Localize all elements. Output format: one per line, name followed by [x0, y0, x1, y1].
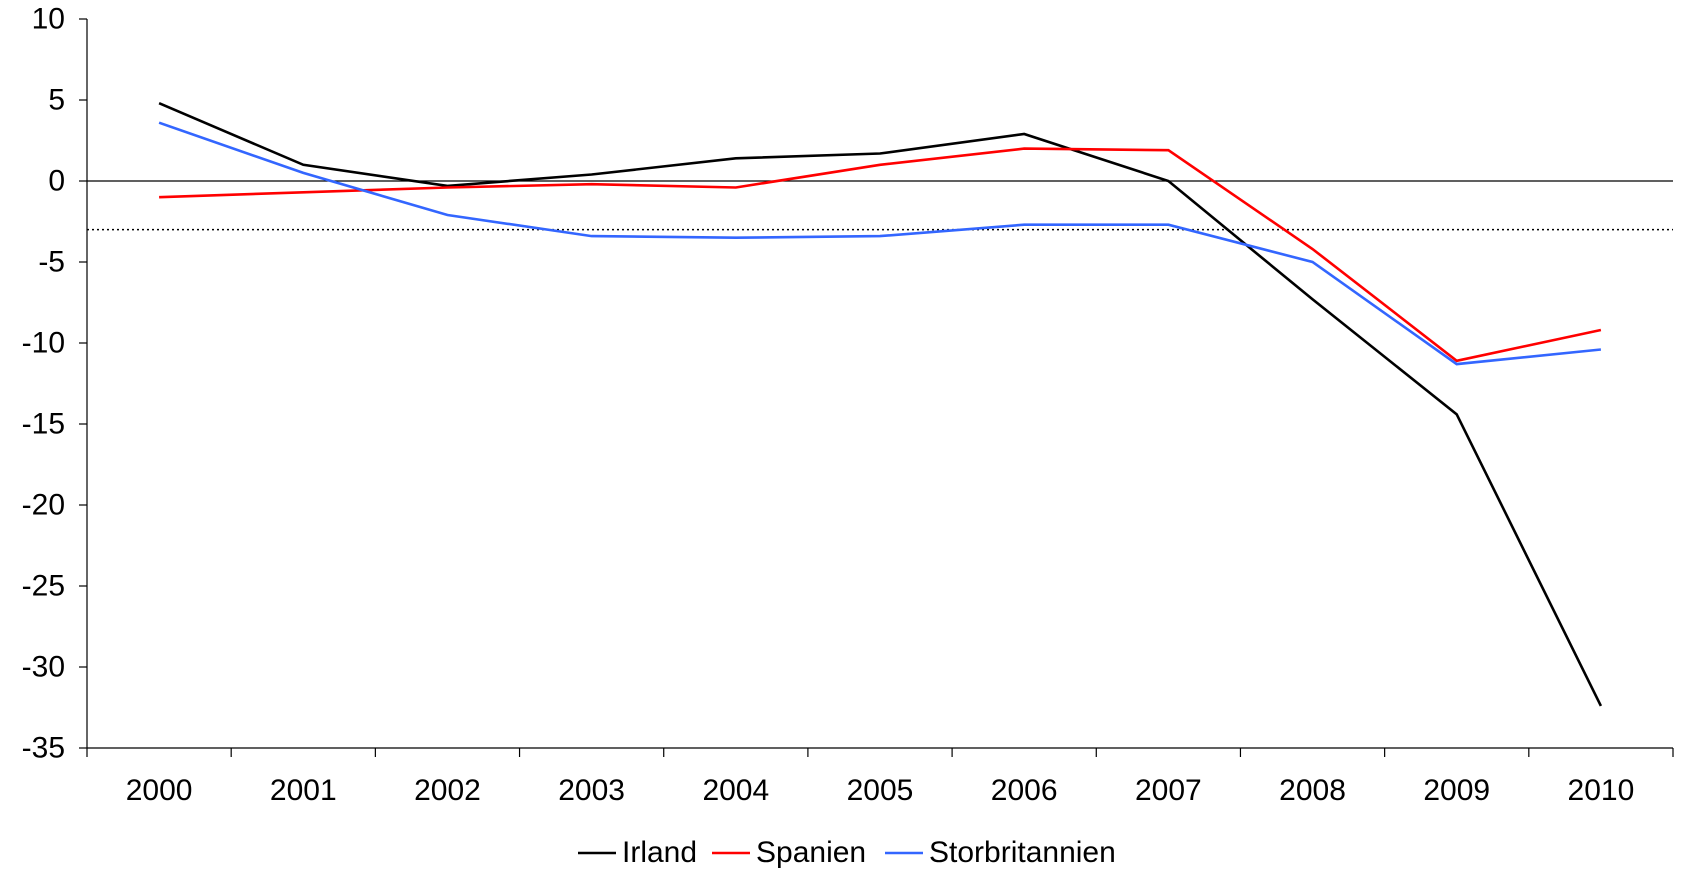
x-tick-label: 2007 [1135, 774, 1202, 807]
y-tick-label: -25 [22, 570, 65, 603]
series-line-irland [158, 102, 1603, 707]
axes [79, 18, 1674, 757]
x-tick-label: 2003 [558, 774, 625, 807]
y-tick-label: -20 [22, 489, 65, 522]
y-tick-label: -35 [22, 732, 65, 765]
y-tick-label: 10 [32, 3, 65, 36]
legend-label-spanien: Spanien [756, 836, 866, 869]
series-layer [158, 102, 1603, 707]
legend-label-storbritannien: Storbritannien [929, 836, 1116, 869]
y-tick-labels: 10 5 0 -5 -10 -15 -20 -25 -30 -35 [22, 3, 65, 765]
y-tick-label: 5 [48, 84, 65, 117]
x-tick-label: 2002 [414, 774, 481, 807]
y-tick-label: -30 [22, 651, 65, 684]
x-tick-label: 2001 [270, 774, 337, 807]
y-tick-label: 0 [48, 165, 65, 198]
y-tick-label: -15 [22, 408, 65, 441]
x-tick-label: 2000 [126, 774, 193, 807]
x-tick-label: 2009 [1423, 774, 1490, 807]
series-line-spanien [159, 147, 1602, 363]
x-tick-labels: 2000 2001 2002 2003 2004 2005 2006 2007 2008 2009… [126, 774, 1635, 807]
x-tick-label: 2010 [1568, 774, 1635, 807]
legend: Irland Spanien Storbritannien [578, 836, 1116, 869]
x-tick-label: 2004 [702, 774, 769, 807]
legend-label-irland: Irland [622, 836, 697, 869]
x-tick-label: 2005 [847, 774, 914, 807]
x-tick-label: 2006 [991, 774, 1058, 807]
series-line-storbritannien [158, 121, 1602, 366]
y-tick-label: -5 [38, 246, 65, 279]
y-tick-label: -10 [22, 327, 65, 360]
x-tick-label: 2008 [1279, 774, 1346, 807]
